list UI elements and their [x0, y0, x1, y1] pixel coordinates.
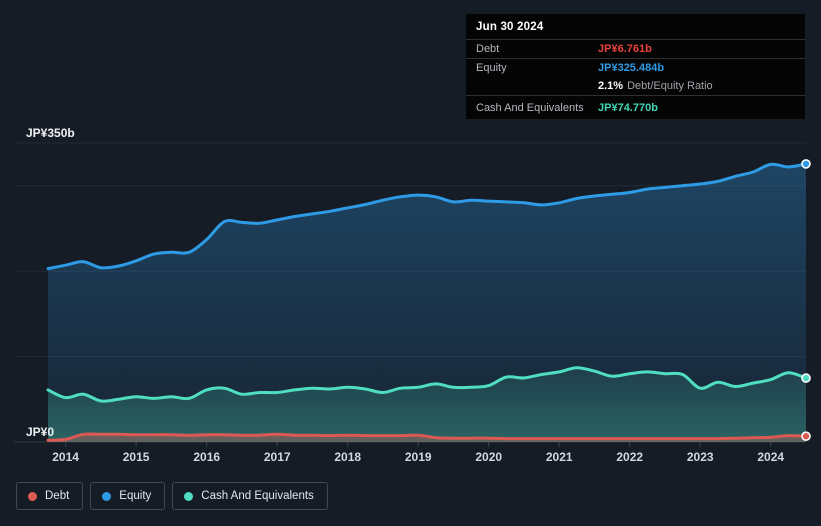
legend-item-equity[interactable]: Equity — [90, 482, 165, 510]
tooltip-cash-label: Cash And Equivalents — [466, 102, 598, 114]
equity-dot-icon — [102, 492, 111, 501]
legend-cash-label: Cash And Equivalents — [201, 490, 314, 502]
tooltip-row-debt: Debt JP¥6.761b — [466, 40, 805, 59]
debt-endpoint-marker[interactable] — [802, 432, 810, 440]
legend-item-cash[interactable]: Cash And Equivalents — [172, 482, 328, 510]
tooltip-ratio-value: 2.1% — [598, 80, 623, 92]
legend-equity-label: Equity — [119, 490, 151, 502]
equity-endpoint-marker[interactable] — [802, 160, 810, 168]
y-axis-label: JP¥350b — [26, 126, 75, 140]
tooltip-row-cash: Cash And Equivalents JP¥74.770b — [466, 96, 805, 119]
x-axis-label: 2020 — [475, 450, 502, 464]
tooltip-equity-value: JP¥325.484b — [598, 62, 664, 74]
x-axis-label: 2018 — [334, 450, 361, 464]
x-axis-label: 2023 — [687, 450, 714, 464]
debt-dot-icon — [28, 492, 37, 501]
x-axis-label: 2019 — [405, 450, 432, 464]
x-axis-label: 2016 — [193, 450, 220, 464]
x-axis-label: 2017 — [264, 450, 291, 464]
x-axis-label: 2021 — [546, 450, 573, 464]
tooltip-debt-value: JP¥6.761b — [598, 43, 652, 55]
x-axis-label: 2014 — [52, 450, 79, 464]
legend-item-debt[interactable]: Debt — [16, 482, 83, 510]
y-axis-label: JP¥0 — [26, 425, 54, 439]
x-axis-label: 2015 — [123, 450, 150, 464]
cash-and-equivalents-endpoint-marker[interactable] — [802, 374, 810, 382]
legend-debt-label: Debt — [45, 490, 69, 502]
tooltip-row-equity: Equity JP¥325.484b — [466, 59, 805, 77]
tooltip-row-ratio: 2.1% Debt/Equity Ratio — [466, 77, 805, 96]
x-axis-label: 2024 — [757, 450, 784, 464]
x-axis-label: 2022 — [616, 450, 643, 464]
tooltip-equity-label: Equity — [466, 62, 598, 74]
page-root: 2014 2015 2016 2017 2018 2019 2020 2021 2022 2023… — [0, 0, 821, 526]
tooltip-ratio-label: Debt/Equity Ratio — [627, 80, 713, 92]
tooltip-cash-value: JP¥74.770b — [598, 102, 658, 114]
tooltip: Jun 30 2024 Debt JP¥6.761b Equity JP¥325… — [466, 14, 805, 119]
legend: Debt Equity Cash And Equivalents — [16, 482, 328, 510]
tooltip-date: Jun 30 2024 — [466, 14, 805, 40]
tooltip-debt-label: Debt — [466, 43, 598, 55]
cash-dot-icon — [184, 492, 193, 501]
